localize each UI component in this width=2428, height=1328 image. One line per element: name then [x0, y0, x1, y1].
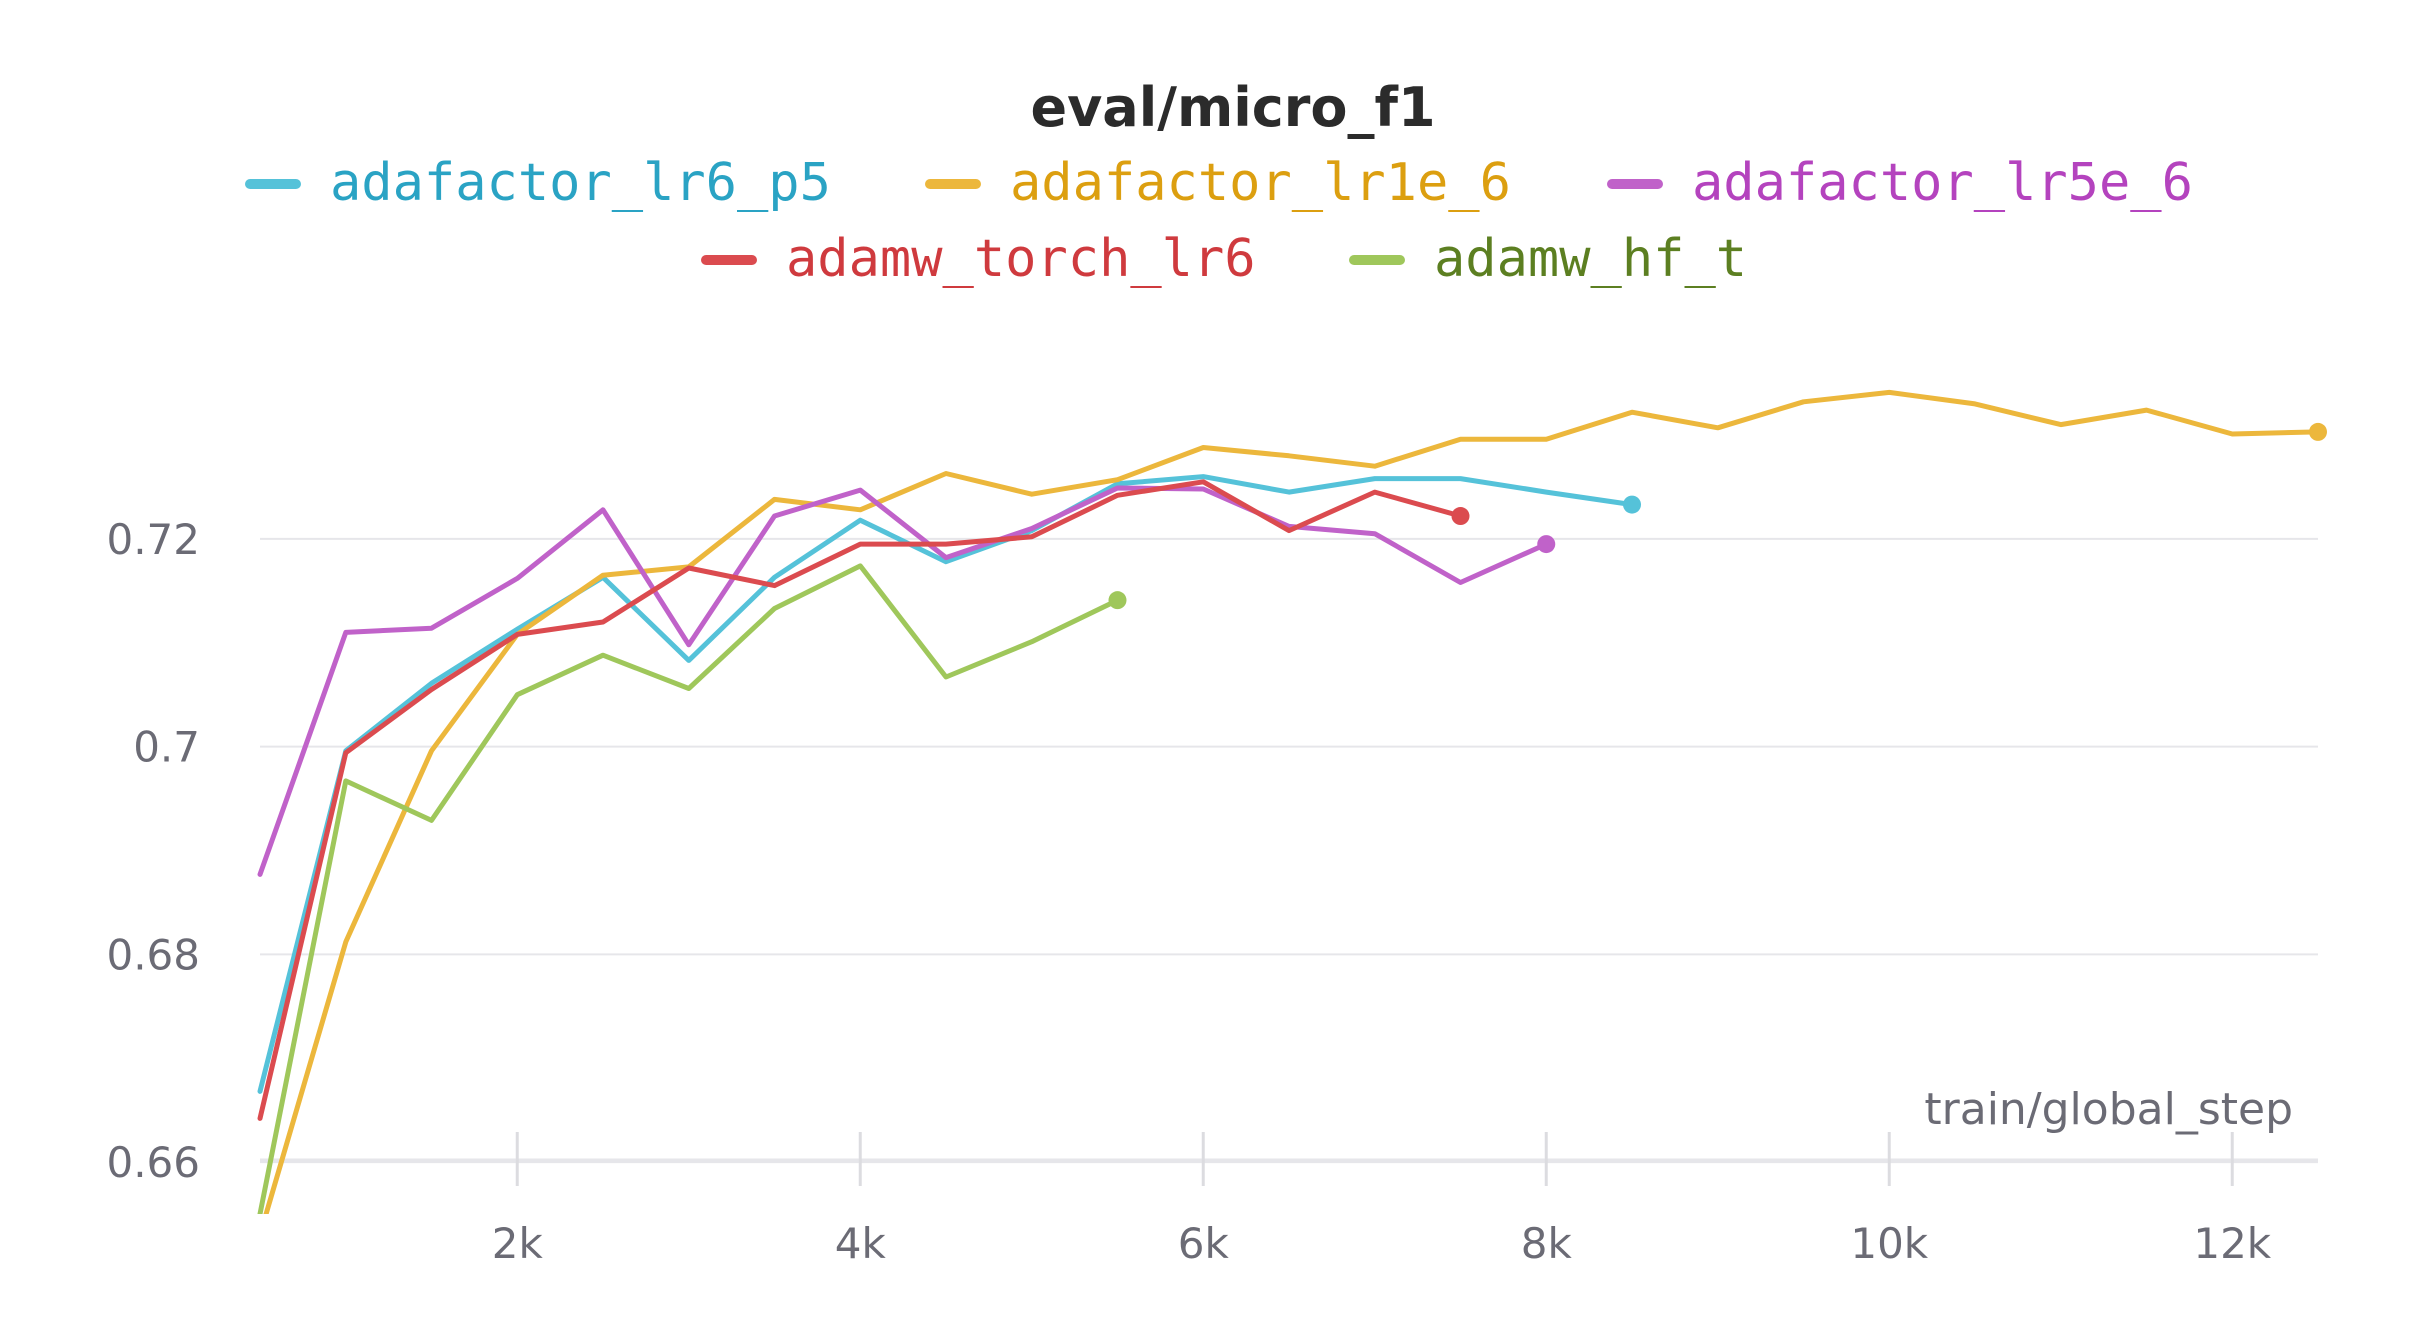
series-line-adamw_torch_lr6 [257, 479, 1463, 1121]
series-end-point-adafactor_lr6_p5 [1623, 495, 1641, 514]
chart-title: eval/micro_f1 [1030, 76, 1435, 139]
legend-label-adamw_hf_t: adamw_hf_t [1434, 229, 1747, 289]
y-tick-label: 0.66 [106, 1138, 200, 1187]
grid [260, 537, 2318, 1164]
y-tick-label: 0.7 [133, 723, 200, 772]
x-axis: 2k 4k 6k 8k 10k 12k [492, 1132, 2272, 1268]
series-line-adafactor_lr6_p5 [257, 474, 1635, 1094]
series-end-point-adafactor_lr1e_6 [2309, 422, 2327, 441]
legend-label-adafactor_lr1e_6: adafactor_lr1e_6 [1010, 153, 1511, 213]
x-tick-label: 10k [1850, 1219, 1928, 1268]
y-tick-label: 0.72 [106, 515, 200, 564]
series-end-point-adamw_torch_lr6 [1451, 507, 1470, 526]
series-end-point-adamw_hf_t [1108, 591, 1127, 610]
legend: adafactor_lr6_p5 adafactor_lr1e_6 adafacto… [245, 153, 2193, 289]
y-axis: 0.66 0.68 0.7 0.72 [106, 515, 200, 1187]
x-tick-label: 8k [1521, 1219, 1573, 1268]
legend-label-adafactor_lr5e_6: adafactor_lr5e_6 [1692, 153, 2193, 213]
x-tick-label: 2k [492, 1219, 544, 1268]
series-end-point-adafactor_lr5e_6 [1537, 535, 1556, 554]
series-group [257, 389, 2327, 1214]
legend-label-adamw_torch_lr6: adamw_torch_lr6 [786, 229, 1256, 289]
x-axis-label: train/global_step [1924, 1084, 2293, 1135]
series-line-adafactor_lr5e_6 [257, 485, 1549, 877]
series-line-adafactor_lr1e_6 [263, 389, 2321, 1214]
legend-label-adafactor_lr6_p5: adafactor_lr6_p5 [330, 153, 831, 213]
y-tick-label: 0.68 [106, 930, 200, 979]
series-line-adamw_hf_t [257, 563, 1120, 1214]
x-tick-label: 12k [2193, 1219, 2271, 1268]
x-tick-label: 4k [835, 1219, 887, 1268]
x-tick-label: 6k [1178, 1219, 1230, 1268]
